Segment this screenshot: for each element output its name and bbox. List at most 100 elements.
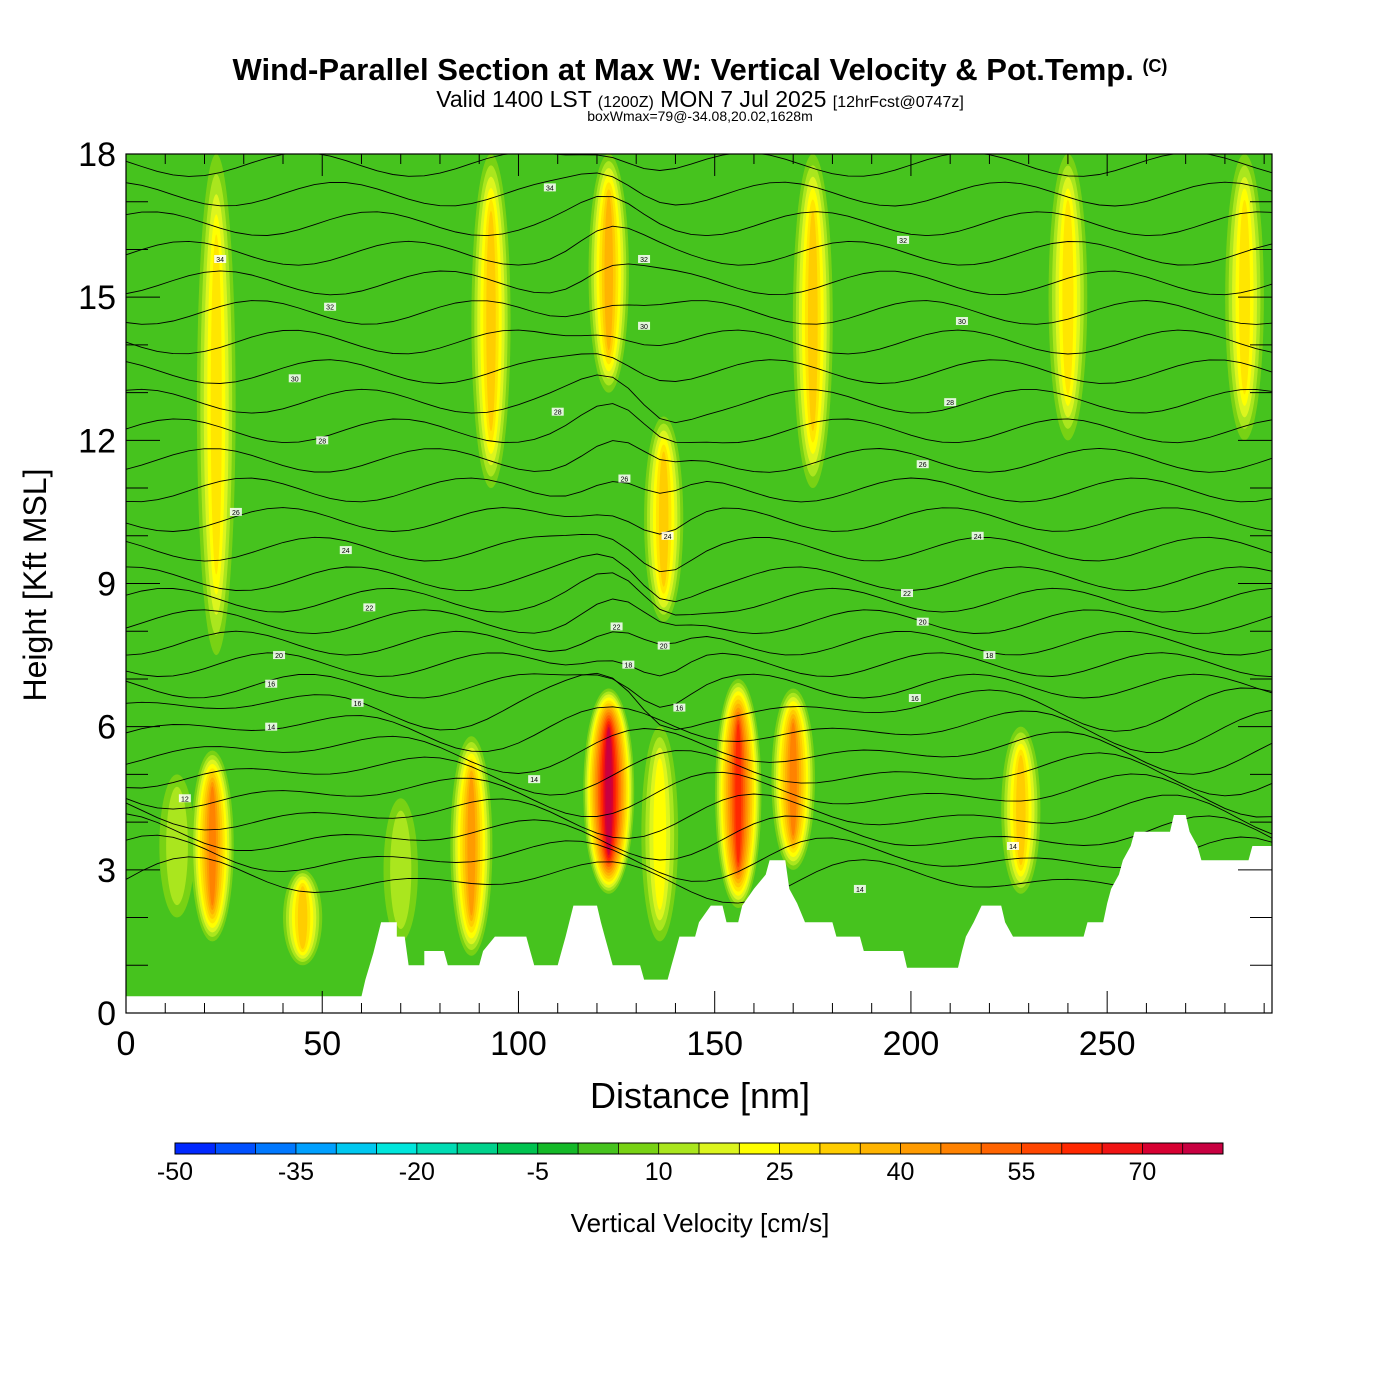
w-cell: [1001, 726, 1041, 894]
w-cell: [792, 154, 833, 489]
colorbar-swatch: [578, 1143, 619, 1154]
y-axis-label: Height [Kft MSL]: [17, 469, 53, 702]
w-contour-fill: [210, 234, 222, 575]
theta-label: 24: [339, 546, 352, 555]
chart-subtitle: Valid 1400 LST (1200Z) MON 7 Jul 2025 [1…: [0, 86, 1400, 113]
colorbar-swatch: [1102, 1143, 1143, 1154]
w-contour-fill: [807, 210, 818, 432]
theta-label-bg: [273, 651, 286, 660]
y-tick-label: 0: [97, 995, 116, 1033]
x-tick-label: 0: [117, 1025, 136, 1063]
colorbar-swatch: [860, 1143, 902, 1154]
theta-label: 12: [178, 794, 191, 803]
theta-label-text: 16: [354, 701, 362, 708]
theta-label-bg: [971, 531, 984, 540]
forecast-info: [12hrFcst@0747z]: [832, 94, 964, 111]
theta-label: 16: [351, 698, 364, 708]
theta-label-text: 20: [660, 644, 668, 651]
theta-contour: [126, 374, 1272, 424]
w-contour-fill: [166, 786, 188, 906]
theta-label-text: 20: [919, 620, 927, 627]
theta-contour: [126, 750, 1272, 797]
colorbar-tick-label: 25: [766, 1158, 794, 1186]
x-tick-label: 250: [1079, 1025, 1136, 1063]
colorbar-swatch: [900, 1143, 942, 1154]
w-cell: [283, 869, 323, 966]
theta-label-text: 28: [946, 400, 954, 407]
theta-label-text: 24: [974, 534, 982, 541]
theta-label-bg: [324, 302, 337, 311]
theta-label-bg: [543, 183, 556, 192]
theta-label-text: 26: [919, 462, 927, 469]
theta-label-bg: [288, 374, 301, 383]
theta-label-bg: [265, 679, 278, 688]
y-tick-label: 9: [97, 566, 116, 604]
theta-label-text: 22: [903, 591, 911, 598]
theta-label-text: 32: [899, 238, 907, 245]
w-cell: [383, 798, 418, 942]
theta-label: 24: [971, 531, 984, 541]
theta-contour: [126, 630, 1272, 656]
colorbar: -50 -35 -20 -5 10 25 40 55 70 Vertical Velocity […: [157, 1142, 1224, 1238]
w-cell: [450, 736, 493, 956]
colorbar-tick-label: -5: [527, 1158, 549, 1186]
theta-label: 16: [908, 694, 921, 703]
theta-label: 16: [265, 679, 278, 689]
theta-label-bg: [901, 589, 914, 598]
chart-title-text: Wind-Parallel Section at Max W: Vertical…: [232, 52, 1134, 87]
theta-label-bg: [214, 254, 227, 263]
theta-label-text: 30: [640, 324, 648, 331]
theta-label-text: 18: [986, 653, 994, 660]
y-tick-label: 3: [97, 852, 116, 890]
theta-label: 32: [897, 235, 910, 245]
theta-label-bg: [638, 321, 651, 330]
theta-contour: [126, 672, 1272, 732]
theta-label-text: 14: [267, 725, 275, 732]
w-contour-fill: [653, 758, 667, 910]
x-tick-label: 50: [303, 1025, 341, 1063]
colorbar-swatch: [819, 1143, 861, 1154]
theta-label-text: 26: [621, 477, 629, 484]
theta-contour: [126, 856, 1272, 904]
w-contour-fill: [606, 729, 612, 853]
terrain: [126, 815, 1272, 1013]
theta-contour: [126, 440, 1272, 473]
theta-label-bg: [316, 436, 329, 445]
w-contour-fill: [735, 723, 742, 864]
w-cell: [1048, 154, 1088, 441]
colorbar-swatch: [537, 1143, 579, 1154]
colorbar-tick-label: 55: [1008, 1158, 1036, 1186]
x-tick-label: 200: [883, 1025, 940, 1063]
theta-contour: [126, 123, 1272, 147]
theta-label-bg: [610, 622, 623, 631]
w-cell: [583, 688, 635, 894]
w-contour-fill: [658, 451, 669, 587]
y-tick-label: 12: [78, 422, 116, 460]
theta-label: 30: [955, 317, 968, 326]
colorbar-label: Vertical Velocity [cm/s]: [571, 1208, 830, 1238]
theta-label: 28: [551, 407, 564, 417]
w-cell: [588, 154, 629, 393]
theta-label: 34: [214, 254, 227, 264]
theta-label: 18: [622, 660, 635, 670]
w-contour-fill: [1062, 200, 1074, 395]
theta-label: 14: [528, 775, 541, 784]
theta-label-bg: [853, 884, 866, 893]
y-tick-label: 6: [97, 709, 116, 747]
colorbar-tick-label: -20: [399, 1158, 435, 1186]
theta-label-text: 16: [267, 682, 275, 689]
theta-label-bg: [916, 617, 929, 626]
colorbar-swatch: [1021, 1143, 1063, 1154]
theta-contour: [126, 154, 1272, 177]
colorbar-tick-label: 40: [887, 1158, 915, 1186]
valid-date: MON 7 Jul 2025: [660, 86, 827, 112]
w-contour-fill: [486, 210, 496, 432]
theta-label-text: 16: [911, 696, 919, 703]
w-contour-fill: [789, 722, 797, 836]
theta-label-bg: [1006, 841, 1019, 850]
theta-label-bg: [363, 603, 376, 612]
theta-contour: [126, 196, 1272, 237]
theta-label-text: 34: [546, 185, 554, 192]
theta-label-bg: [265, 722, 278, 731]
theta-contour: [126, 793, 1272, 839]
